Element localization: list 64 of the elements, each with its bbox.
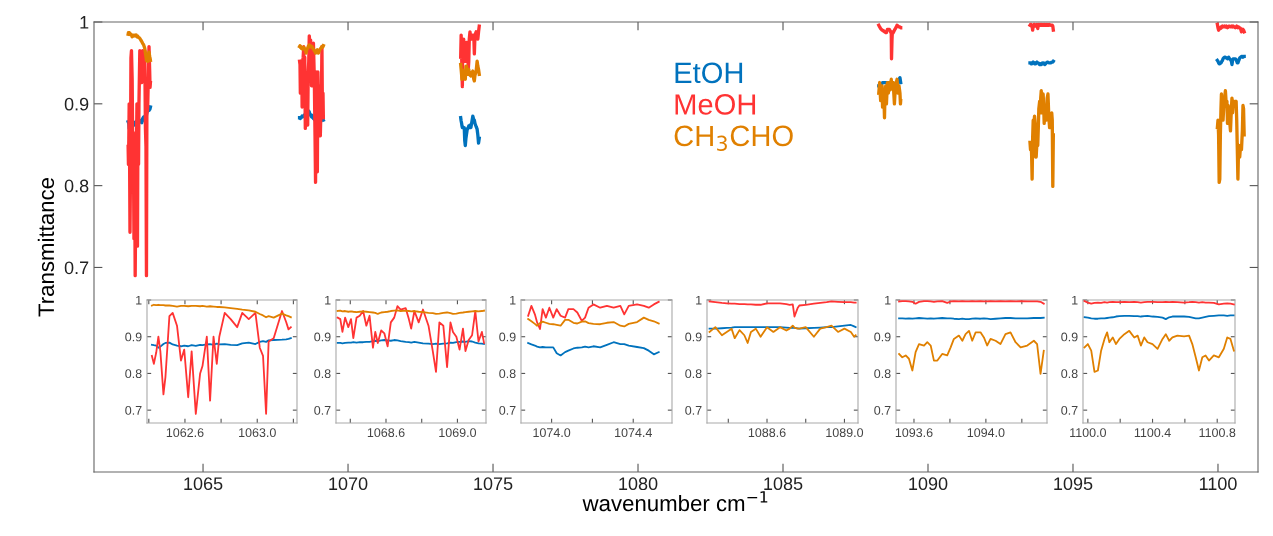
x-tick-label: 1070 <box>329 477 368 491</box>
x-tick-label: 1085 <box>764 477 803 491</box>
y-tick-label: 0.9 <box>314 332 331 342</box>
line-series <box>527 341 660 357</box>
x-tick-label: 1074.0 <box>533 428 571 438</box>
x-tick-label: 1074.4 <box>615 428 652 438</box>
y-axis-title: Transmittance <box>37 178 55 317</box>
y-tick-label: 0.7 <box>874 405 891 415</box>
y-tick-label: 1 <box>885 295 891 305</box>
y-tick-label: 0.8 <box>874 369 891 379</box>
x-tick-label: 1080 <box>619 477 658 491</box>
line-series <box>1083 329 1235 373</box>
x-tick-label: 1062.6 <box>166 428 204 438</box>
y-tick-label: 0.8 <box>64 179 89 193</box>
y-tick-label: 0.8 <box>685 369 702 379</box>
x-tick-label: 1094.0 <box>967 428 1005 438</box>
x-tick-label: 1095 <box>1054 477 1093 491</box>
y-tick-label: 0.7 <box>499 405 516 415</box>
x-tick-label: 1069.0 <box>439 428 477 438</box>
y-tick-label: 1 <box>325 295 331 305</box>
y-tick-label: 0.9 <box>499 332 516 342</box>
x-tick-label: 1088.6 <box>748 428 786 438</box>
y-tick-label: 0.8 <box>314 369 331 379</box>
text: CH$_{3}$CHO <box>674 125 793 152</box>
y-tick-label: 0.7 <box>1061 405 1078 415</box>
line-series <box>336 305 485 373</box>
line-series <box>708 324 857 344</box>
x-tick-label: 1068.6 <box>367 428 405 438</box>
x-tick-label: 1063.0 <box>239 428 276 438</box>
y-tick-label: 0.7 <box>314 405 331 415</box>
y-tick-label: 0.9 <box>685 332 702 342</box>
line-series <box>150 303 292 319</box>
y-tick-label: 0.8 <box>499 369 516 379</box>
y-tick-label: 1 <box>510 295 516 305</box>
x-tick-label: 1089.0 <box>826 428 864 438</box>
x-tick-label: 1093.6 <box>895 428 933 438</box>
y-tick-label: 0.8 <box>125 369 142 379</box>
y-tick-label: 0.9 <box>64 97 89 111</box>
line-series <box>527 300 660 330</box>
y-tick-label: 0.9 <box>1061 332 1078 342</box>
line-series <box>898 329 1045 375</box>
text: EtOH <box>675 62 743 84</box>
x-tick-label: 1065 <box>184 477 223 491</box>
y-tick-label: 1 <box>80 16 89 29</box>
line-series <box>150 310 292 415</box>
y-tick-label: 0.7 <box>125 405 142 415</box>
y-tick-label: 0.9 <box>874 332 891 342</box>
y-tick-label: 1 <box>136 295 142 305</box>
y-tick-label: 1 <box>1072 295 1078 305</box>
x-axis-title: wavenumber cm$^{−1}$ <box>582 491 768 512</box>
x-tick-label: 1100.8 <box>1199 428 1236 438</box>
text: MeOH <box>675 94 756 115</box>
x-tick-label: 1100.4 <box>1134 428 1171 438</box>
x-tick-label: 1075 <box>474 477 513 491</box>
x-tick-label: 1100 <box>1199 477 1237 491</box>
y-tick-label: 0.7 <box>64 261 89 275</box>
y-tick-label: 0.9 <box>125 332 142 342</box>
y-tick-label: 0.7 <box>685 405 702 415</box>
y-tick-label: 1 <box>696 295 702 305</box>
line-series <box>150 337 292 349</box>
x-tick-label: 1100.0 <box>1070 428 1107 438</box>
line-series <box>527 316 660 328</box>
x-tick-label: 1090 <box>909 477 948 491</box>
y-tick-label: 0.8 <box>1061 369 1078 379</box>
